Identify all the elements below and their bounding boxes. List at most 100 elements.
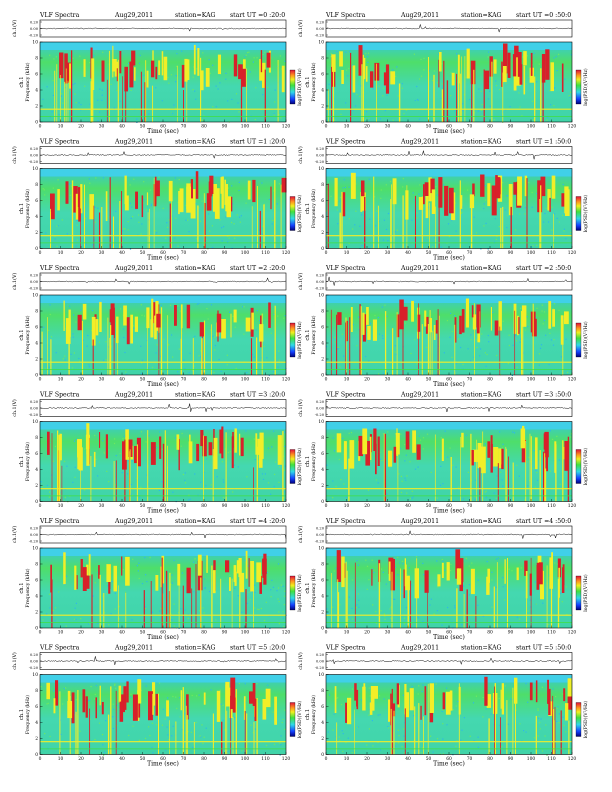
spectrogram-speckle	[204, 587, 206, 589]
panel-start-ut: start UT =2 :20:0	[230, 265, 285, 272]
spectrogram-emission	[466, 48, 470, 79]
x-tick-label: 90	[222, 125, 228, 130]
waveform-tick-label: 0.00	[316, 660, 325, 664]
spectrogram-emission	[78, 190, 81, 222]
x-tick-label: 80	[487, 504, 493, 509]
spectrogram-speckle	[549, 90, 551, 92]
spectrogram-emission	[461, 309, 465, 333]
y-tick-label: 0	[321, 247, 324, 252]
spectrogram-speckle	[397, 742, 400, 744]
spectrogram-speckle	[397, 556, 399, 559]
spectrogram-speckle	[280, 68, 282, 70]
spectrogram-speckle	[337, 223, 339, 225]
spectrogram-speckle	[259, 497, 261, 499]
spectrogram-emission	[254, 698, 257, 721]
spectrogram-speckle	[252, 61, 254, 63]
spectrogram-speckle	[237, 466, 239, 468]
spectrogram-speckle	[98, 722, 101, 724]
spectrogram-speckle	[252, 732, 254, 734]
spectrogram-speckle	[167, 76, 169, 79]
spectrogram-speckle	[470, 339, 472, 341]
spectrogram-emission	[429, 318, 432, 333]
spectrogram-emission	[396, 428, 398, 456]
spectrogram-speckle	[282, 718, 284, 721]
x-tick-label: 70	[467, 631, 473, 636]
spectrogram-speckle	[279, 754, 281, 756]
spectrogram-speckle	[90, 740, 93, 742]
spectrogram-speckle	[244, 683, 246, 685]
spectrogram-speckle	[178, 348, 180, 350]
spectrogram-speckle	[507, 215, 509, 217]
y-tick-label: 2	[321, 105, 324, 110]
spectrogram-speckle	[105, 720, 107, 722]
spectrogram-speckle	[461, 729, 463, 731]
spectrogram-speckle	[278, 611, 280, 613]
x-tick-label: 20	[364, 631, 370, 636]
spectrogram-speckle	[358, 606, 360, 608]
spectrogram-speckle	[212, 335, 214, 337]
spectrogram-speckle	[256, 310, 258, 312]
spectrogram-speckle	[279, 55, 281, 57]
spectrogram-speckle	[192, 89, 194, 91]
spectrogram-speckle	[561, 601, 563, 603]
spectrogram-speckle	[114, 684, 116, 686]
spectrogram-speckle	[448, 235, 451, 238]
spectrogram-speckle	[452, 709, 454, 711]
spectrogram-speckle	[83, 319, 85, 321]
spectrogram-speckle	[49, 313, 51, 316]
spectrogram-speckle	[463, 94, 466, 96]
spectrogram-speckle	[131, 619, 133, 621]
spectrogram-emission	[82, 567, 87, 591]
spectrogram-speckle	[189, 498, 191, 500]
spectrogram-emission	[564, 441, 570, 471]
spectrogram-emission	[160, 566, 163, 588]
spectrogram-speckle	[461, 206, 463, 208]
spectrogram-speckle	[255, 87, 257, 89]
spectrogram-emission	[345, 320, 348, 342]
spectrogram-speckle	[482, 615, 484, 617]
spectrogram-speckle	[534, 486, 536, 488]
spectrogram-emission	[46, 682, 50, 700]
spectrogram-speckle	[258, 460, 260, 463]
spectrogram-speckle	[326, 608, 328, 610]
spectrogram-speckle	[507, 362, 509, 365]
spectrogram-speckle	[180, 445, 182, 447]
spectrogram-speckle	[88, 622, 90, 624]
x-tick-label: 60	[446, 251, 452, 256]
spectrogram-speckle	[537, 708, 539, 710]
spectrogram-emission	[112, 59, 117, 72]
spectrogram-emission	[238, 64, 243, 80]
spectrogram-emission	[150, 442, 156, 465]
spectrogram-emission	[369, 702, 373, 715]
spectrogram-emission	[484, 70, 490, 90]
spectrogram-speckle	[441, 710, 443, 712]
spectrogram-speckle	[140, 431, 143, 433]
spectrogram-emission	[186, 59, 190, 80]
spectrogram-speckle	[386, 315, 388, 317]
spectrogram-speckle	[477, 736, 479, 738]
waveform-trace	[39, 656, 287, 665]
spectrogram-speckle	[114, 341, 116, 343]
spectrogram-emission	[564, 186, 569, 214]
colorbar-label: log(PSD)(V²/Hz)	[296, 68, 303, 106]
panel-title: VLF Spectra	[325, 12, 366, 19]
spectrogram-speckle	[218, 454, 220, 456]
spectrogram-speckle	[284, 709, 286, 711]
spectrogram-speckle	[74, 618, 76, 620]
x-tick-label: 120	[568, 251, 577, 256]
spectrogram-emission	[412, 430, 416, 453]
spectrogram-emission	[465, 298, 469, 328]
spectrogram-speckle	[158, 176, 160, 178]
spectrogram-speckle	[211, 247, 214, 249]
spectrogram-speckle	[284, 431, 286, 433]
spectrogram-speckle	[277, 587, 280, 589]
x-tick-label: 30	[385, 504, 391, 509]
spectrogram-speckle	[244, 56, 246, 58]
spectrogram-speckle	[484, 89, 486, 91]
spectrogram-speckle	[370, 322, 372, 324]
waveform-tick-label: -0.20	[29, 34, 39, 38]
spectrogram-speckle	[565, 338, 567, 340]
colorbar-label: log(PSD)(V²/Hz)	[296, 701, 303, 739]
spectrogram-speckle	[250, 724, 252, 726]
panel-station: station=KAG	[175, 139, 216, 146]
